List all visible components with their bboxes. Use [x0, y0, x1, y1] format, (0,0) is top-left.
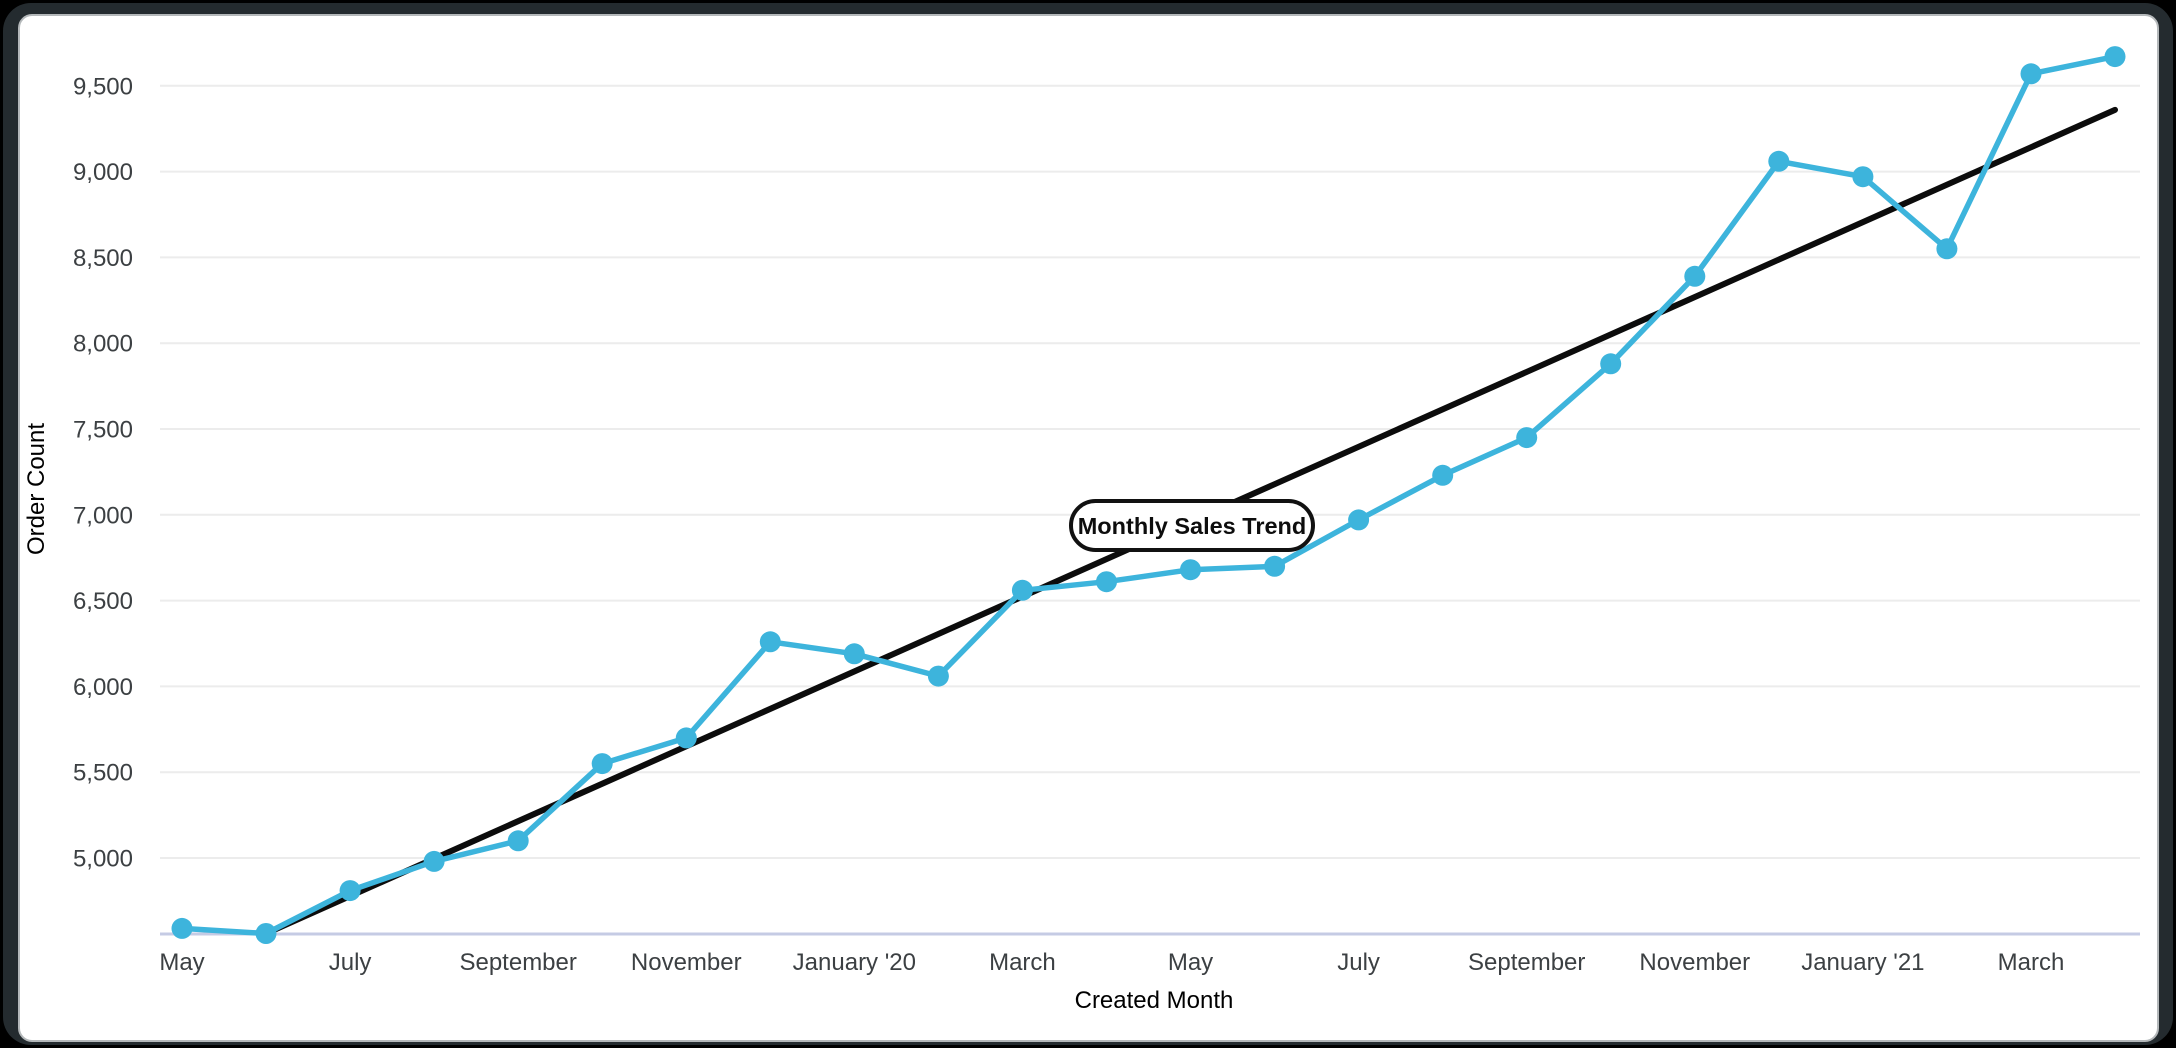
x-axis-title: Created Month	[1075, 987, 1234, 1014]
x-tick-label: January '20	[793, 949, 916, 976]
x-tick-label: May	[159, 949, 204, 976]
y-tick-label: 7,000	[73, 502, 133, 529]
data-point[interactable]	[1768, 150, 1790, 172]
x-axis-tick-labels: May July September November January '20 March…	[159, 949, 2064, 976]
y-tick-label: 9,500	[73, 73, 133, 100]
data-point[interactable]	[2104, 46, 2126, 68]
data-point[interactable]	[339, 880, 361, 902]
chart-title-pill	[1069, 499, 1315, 552]
data-point[interactable]	[843, 643, 865, 665]
y-tick-label: 9,000	[73, 159, 133, 186]
x-tick-label: January '21	[1801, 949, 1924, 976]
y-tick-label: 6,000	[73, 674, 133, 701]
order-count-line	[179, 53, 2118, 937]
x-tick-label: November	[631, 949, 742, 976]
x-tick-label: November	[1639, 949, 1750, 976]
y-axis-title: Order Count	[23, 423, 50, 555]
data-point[interactable]	[1852, 166, 1874, 188]
data-point[interactable]	[507, 830, 529, 852]
data-point[interactable]	[171, 917, 193, 939]
y-tick-label: 8,000	[73, 331, 133, 358]
data-point[interactable]	[927, 665, 949, 687]
data-point[interactable]	[1600, 353, 1622, 375]
data-point[interactable]	[1684, 265, 1706, 287]
data-point[interactable]	[1432, 464, 1454, 486]
data-points	[171, 46, 2126, 944]
y-tick-label: 5,000	[73, 846, 133, 873]
y-tick-label: 6,500	[73, 588, 133, 615]
x-tick-label: July	[329, 949, 372, 976]
y-tick-label: 7,500	[73, 417, 133, 444]
data-point[interactable]	[591, 753, 613, 775]
gridlines	[160, 84, 2140, 859]
x-tick-label: May	[1168, 949, 1213, 976]
data-point[interactable]	[675, 727, 697, 749]
data-point[interactable]	[1011, 579, 1033, 601]
data-point[interactable]	[1264, 555, 1286, 577]
data-point[interactable]	[1348, 509, 1370, 531]
x-tick-label: March	[989, 949, 1056, 976]
y-axis-tick-labels: 5,000 5,500 6,000 6,500 7,000 7,500 8,000 8,500…	[73, 73, 133, 872]
data-point[interactable]	[759, 631, 781, 653]
data-point[interactable]	[1096, 571, 1117, 593]
data-point[interactable]	[1936, 238, 1958, 260]
data-point[interactable]	[255, 923, 277, 944]
x-tick-label: July	[1337, 949, 1380, 976]
data-point[interactable]	[1180, 559, 1201, 581]
data-point[interactable]	[423, 850, 445, 872]
x-tick-label: September	[459, 949, 576, 976]
x-tick-label: September	[1468, 949, 1585, 976]
data-point[interactable]	[1516, 427, 1538, 449]
y-tick-label: 5,500	[73, 760, 133, 787]
data-point[interactable]	[2020, 63, 2042, 85]
x-tick-label: March	[1998, 949, 2065, 976]
y-tick-label: 8,500	[73, 245, 133, 272]
chart-title: Monthly Sales Trend	[1078, 513, 1307, 539]
